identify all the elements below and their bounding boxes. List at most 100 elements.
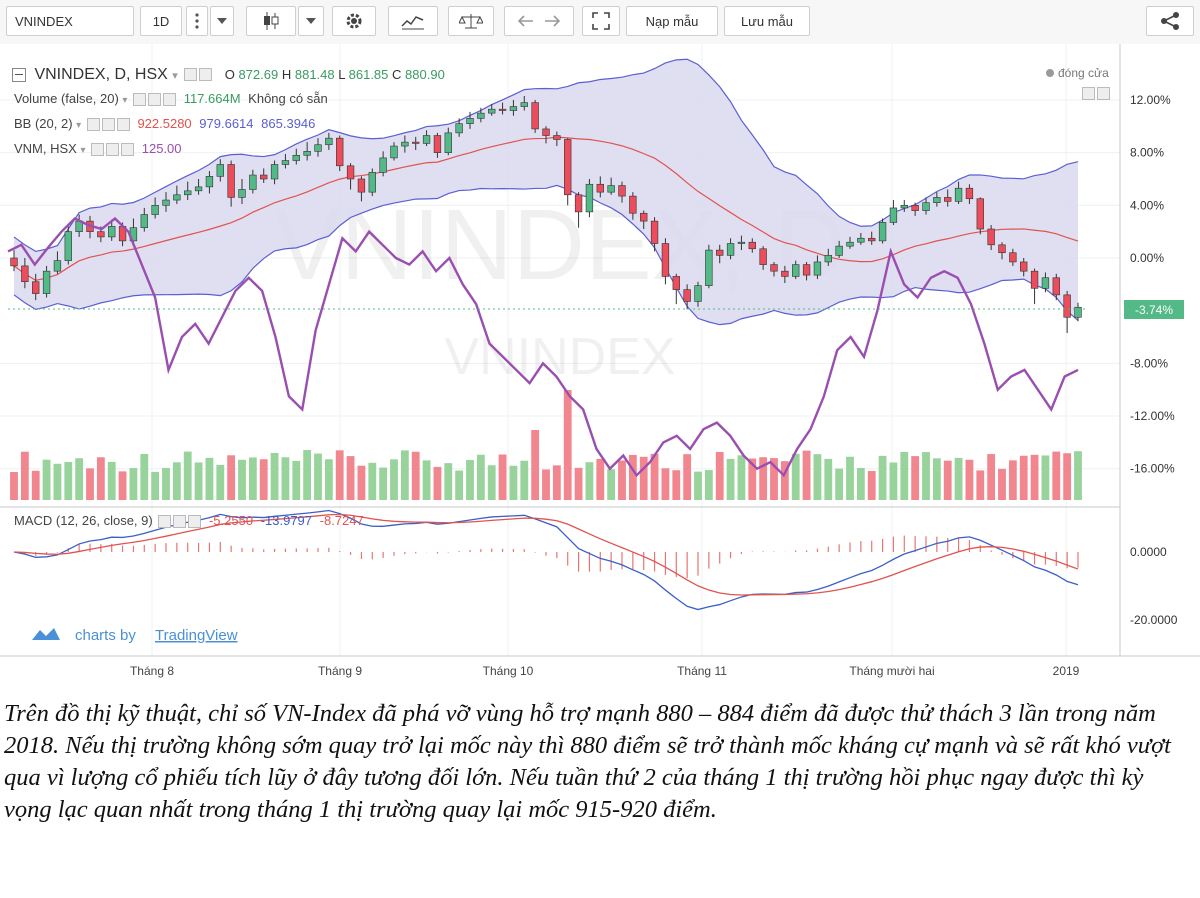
candle bbox=[325, 137, 333, 146]
undo-icon[interactable] bbox=[518, 15, 534, 27]
candle-style-icon[interactable] bbox=[246, 6, 296, 36]
volume-settings-icon[interactable] bbox=[148, 93, 162, 107]
ohlc-values: O 872.69 H 881.48 L 861.85 C 880.90 bbox=[224, 67, 445, 82]
macd-legend[interactable]: MACD (12, 26, close, 9) -5.2550 -13.9797… bbox=[14, 513, 364, 529]
volume-bar bbox=[1008, 460, 1017, 500]
load-template-button[interactable]: Nạp mẫu bbox=[626, 6, 718, 36]
redo-icon[interactable] bbox=[544, 15, 560, 27]
vnm-settings-icon[interactable] bbox=[106, 143, 120, 157]
volume-bar bbox=[552, 465, 561, 500]
volume-bar bbox=[324, 459, 333, 500]
macd-settings-icon[interactable] bbox=[173, 515, 187, 529]
candle bbox=[227, 164, 235, 198]
volume-bar bbox=[846, 456, 854, 500]
tradingview-logo[interactable]: charts by TradingView bbox=[32, 627, 238, 644]
candle bbox=[607, 185, 615, 193]
volume-bar bbox=[780, 461, 789, 500]
volume-bar bbox=[867, 471, 876, 500]
share-icon[interactable] bbox=[1146, 6, 1194, 36]
candle bbox=[868, 237, 876, 242]
volume-bar bbox=[183, 451, 192, 500]
volume-bar bbox=[151, 471, 160, 500]
save-template-button[interactable]: Lưu mẫu bbox=[724, 6, 810, 36]
vnm-close-icon[interactable] bbox=[121, 143, 135, 157]
symbol-search-box[interactable]: VNINDEX bbox=[6, 6, 134, 36]
volume-bar bbox=[64, 462, 73, 500]
candle bbox=[1041, 277, 1050, 289]
volume-legend-name: Volume (false, 20) bbox=[14, 91, 119, 106]
volume-bar bbox=[259, 459, 268, 500]
save-template-label: Lưu mẫu bbox=[740, 13, 794, 29]
chart-style-dropdown-icon[interactable] bbox=[298, 6, 324, 36]
time-tick-label: Tháng 9 bbox=[318, 664, 362, 678]
interval-dropdown-icon[interactable] bbox=[210, 6, 234, 36]
price-axis: 12.00% 8.00% 4.00% 0.00% -8.00% -12.00% -16.00… bbox=[1130, 93, 1175, 476]
volume-bar bbox=[129, 468, 138, 500]
pane-maximize-icon[interactable] bbox=[1082, 87, 1095, 101]
volume-bar bbox=[1052, 451, 1061, 500]
vnm-eye-icon[interactable] bbox=[91, 143, 105, 157]
chart-area[interactable]: VNINDEX, D VNINDEX 0.0000 -20.0000 12.00%… bbox=[0, 44, 1200, 688]
volume-close-icon[interactable] bbox=[163, 93, 177, 107]
candle bbox=[390, 145, 398, 159]
volume-bar bbox=[737, 455, 746, 500]
interval-more-icon[interactable] bbox=[186, 6, 208, 36]
legend-eye-icon[interactable] bbox=[184, 68, 198, 82]
volume-bar bbox=[563, 390, 572, 500]
pane-close-icon[interactable] bbox=[1097, 87, 1110, 101]
volume-bar bbox=[433, 466, 442, 500]
indicators-icon[interactable] bbox=[388, 6, 438, 36]
candle bbox=[412, 141, 420, 144]
volume-bar bbox=[520, 460, 529, 500]
bb-settings-icon[interactable] bbox=[101, 118, 115, 132]
time-tick-label: Tháng 8 bbox=[130, 664, 174, 678]
candle bbox=[314, 144, 322, 152]
volume-bar bbox=[509, 465, 518, 500]
settings-gear-icon[interactable] bbox=[332, 6, 376, 36]
vnm-legend[interactable]: VNM, HSX ▾ 125.00 bbox=[14, 141, 182, 157]
vnm-value: 125.00 bbox=[141, 141, 182, 156]
volume-bar bbox=[748, 458, 757, 500]
candle bbox=[249, 174, 257, 190]
candle bbox=[401, 141, 409, 147]
macd-close-icon[interactable] bbox=[188, 515, 202, 529]
volume-bar bbox=[487, 465, 496, 500]
candle bbox=[422, 135, 431, 144]
bb-eye-icon[interactable] bbox=[86, 118, 100, 132]
candle bbox=[944, 197, 952, 202]
macd-value-1: -5.2550 bbox=[208, 513, 254, 528]
volume-eye-icon[interactable] bbox=[133, 93, 147, 107]
candle bbox=[824, 255, 832, 263]
vnm-legend-name: VNM, HSX bbox=[14, 141, 77, 156]
volume-bar bbox=[878, 455, 887, 500]
candle bbox=[705, 249, 713, 286]
collapse-legend-icon[interactable] bbox=[12, 67, 26, 82]
main-series-legend[interactable]: VNINDEX, D, HSX ▾ O 872.69 H 881.48 L 86… bbox=[12, 66, 445, 84]
candle bbox=[553, 135, 561, 140]
bb-legend[interactable]: BB (20, 2) ▾ 922.5280 979.6614 865.3946 bbox=[14, 116, 316, 132]
main-series-dropdown-icon[interactable]: ▾ bbox=[172, 70, 178, 82]
fullscreen-icon[interactable] bbox=[582, 6, 620, 36]
volume-bar bbox=[357, 465, 366, 500]
compare-scale-icon[interactable] bbox=[448, 6, 494, 36]
volume-bar bbox=[542, 469, 550, 500]
candle bbox=[911, 205, 919, 211]
volume-bar bbox=[400, 450, 409, 500]
volume-bar bbox=[791, 453, 800, 500]
volume-legend[interactable]: Volume (false, 20) ▾ 117.664M Không có s… bbox=[14, 91, 328, 107]
candle bbox=[1030, 270, 1039, 289]
interval-button[interactable]: 1D bbox=[140, 6, 182, 36]
volume-bar bbox=[31, 470, 40, 500]
chart-canvas[interactable]: VNINDEX, D VNINDEX 0.0000-20.0000 12.00%… bbox=[0, 44, 1200, 688]
volume-bar bbox=[1074, 451, 1082, 500]
volume-bar bbox=[889, 462, 898, 500]
volume-bar bbox=[476, 454, 485, 500]
volume-bar bbox=[86, 468, 94, 500]
bb-close-icon[interactable] bbox=[116, 118, 130, 132]
candle bbox=[574, 194, 583, 213]
legend-settings-icon[interactable] bbox=[199, 68, 213, 82]
volume-bar bbox=[585, 462, 594, 500]
volume-bar bbox=[900, 451, 909, 500]
macd-eye-icon[interactable] bbox=[158, 515, 172, 529]
watermark-small: VNINDEX bbox=[444, 328, 675, 386]
